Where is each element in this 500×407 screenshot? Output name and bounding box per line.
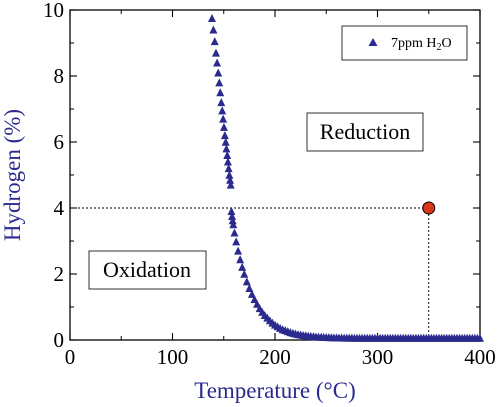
data-point: [476, 333, 484, 342]
data-point: [229, 220, 238, 229]
data-point: [240, 269, 249, 278]
data-point: [214, 68, 223, 77]
y-tick-label-10: 10: [43, 0, 64, 22]
x-tick-label-300: 300: [362, 345, 394, 369]
series-markers: [207, 14, 484, 342]
data-point: [209, 25, 218, 34]
legend-label: 7ppm H2O: [391, 36, 452, 53]
legend-label-subscript: 2: [437, 42, 442, 53]
data-point: [226, 180, 235, 189]
x-tick-label-0: 0: [65, 345, 76, 369]
data-point: [216, 88, 225, 97]
x-axis-title: Temperature (°C): [194, 378, 355, 403]
y-tick-label-6: 6: [54, 130, 65, 154]
axis-tick-labels: 0 100 200 300 400 0 2 4 6 8 10: [43, 0, 496, 369]
y-tick-label-2: 2: [54, 262, 65, 286]
x-tick-label-200: 200: [259, 345, 291, 369]
data-point: [211, 48, 220, 57]
data-point: [215, 78, 224, 87]
oxidation-label: Oxidation: [103, 257, 191, 282]
reference-lines: [70, 207, 430, 340]
data-point: [223, 157, 232, 166]
highlight-point-group: [422, 201, 436, 215]
data-point: [207, 14, 216, 22]
legend: 7ppm H2O: [341, 25, 468, 61]
legend-label-suffix: O: [442, 36, 452, 51]
data-point: [225, 170, 234, 179]
y-axis-title: Hydrogen (%): [0, 109, 25, 241]
data-point: [230, 228, 239, 237]
legend-label-prefix: 7ppm H: [391, 36, 437, 51]
data-point: [210, 37, 219, 46]
y-tick-label-8: 8: [54, 64, 65, 88]
reduction-label-box: [306, 112, 424, 152]
data-point: [242, 277, 251, 286]
legend-box: [341, 25, 468, 61]
data-point: [226, 175, 235, 184]
x-tick-label-100: 100: [157, 345, 189, 369]
data-point: [217, 98, 226, 107]
oxidation-label-box: [88, 250, 207, 290]
data-point: [227, 207, 236, 216]
y-tick-label-0: 0: [54, 328, 65, 352]
data-point: [232, 237, 241, 246]
legend-marker: [368, 38, 378, 46]
data-point: [238, 262, 247, 271]
axis-ticks: [69, 9, 481, 341]
reduction-label-group: Reduction: [306, 112, 424, 152]
data-point: [213, 58, 222, 67]
data-point: [222, 144, 231, 153]
data-point: [234, 246, 243, 255]
y-tick-label-4: 4: [54, 196, 65, 220]
data-point: [247, 289, 256, 298]
x-tick-label-400: 400: [464, 345, 496, 369]
data-point: [218, 106, 227, 115]
data-point: [245, 283, 254, 292]
data-point: [219, 122, 228, 131]
oxidation-label-group: Oxidation: [88, 250, 207, 290]
data-point: [219, 114, 228, 123]
highlight-point: [422, 201, 436, 215]
data-point: [223, 150, 232, 159]
data-point: [228, 216, 237, 225]
data-point: [220, 131, 229, 140]
data-point: [228, 212, 237, 220]
reduction-label: Reduction: [320, 119, 410, 144]
data-point: [224, 164, 233, 173]
data-point: [221, 137, 230, 146]
data-point: [236, 255, 245, 264]
